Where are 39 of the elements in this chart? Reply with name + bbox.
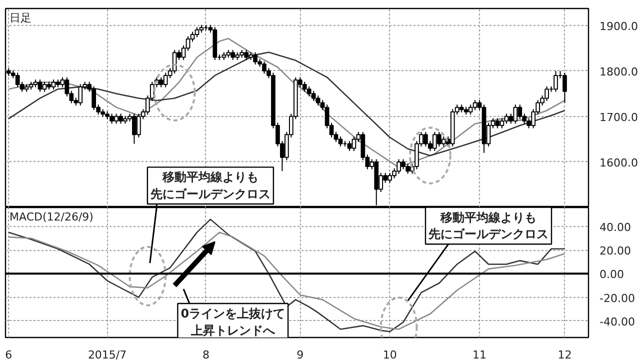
candlestick [468,104,473,116]
candlestick [172,49,177,74]
y-tick-label: 40.00 [600,220,631,234]
candlestick [51,79,56,90]
chart-title: MACD(12/26/9) [10,210,94,224]
candlestick [338,136,343,147]
y-tick-label: 1600.0 [600,156,638,170]
x-tick-label: 6 [5,348,12,362]
y-tick-label: 0.00 [600,268,624,282]
y-tick-label: 1700.0 [600,110,638,124]
annotation: 0ラインを上抜けて上昇トレンドへ [180,306,286,338]
candlestick [562,72,567,104]
candlestick [554,70,558,92]
candlestick [352,136,356,152]
y-tick-label: -20.00 [600,292,635,305]
candlestick [194,26,200,38]
x-tick-label: 10 [382,348,397,362]
candlestick [38,79,42,92]
candlestick [472,100,478,111]
candlestick [64,76,70,97]
y-tick-label: 1800.0 [600,65,638,78]
x-tick-label: 8 [202,348,210,362]
candlestick [347,140,352,152]
annotation: 移動平均線よりも先にゴールデンクロス [149,170,270,202]
annotation: 移動平均線よりも先にゴールデンクロス [427,210,548,242]
x-tick-label: 2015/7 [88,348,127,362]
y-tick-label: -40.00 [600,315,635,328]
y-tick-label: 1900.0 [600,20,638,33]
candlestick [42,81,47,92]
candlestick [500,118,504,129]
chart-title: 日足 [10,12,32,24]
y-tick-label: 20.00 [600,244,631,258]
x-tick-label: 12 [558,348,572,362]
x-tick-label: 11 [472,348,487,362]
candlestick [316,94,320,106]
candlestick [495,118,500,129]
line-series [8,52,566,156]
candlestick [504,113,509,124]
x-tick-label: 9 [296,348,304,362]
